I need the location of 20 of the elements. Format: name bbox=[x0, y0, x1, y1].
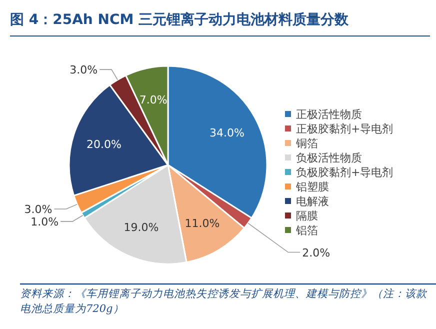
data-label: 11.0% bbox=[184, 216, 220, 230]
legend-label: 铜箔 bbox=[295, 137, 318, 150]
data-label: 20.0% bbox=[86, 138, 122, 152]
data-label: 19.0% bbox=[124, 220, 159, 234]
data-label: 7.0% bbox=[139, 93, 168, 106]
text: 资料来源：《车用锂离子动力电池热失控诱发与扩展机理、建模与防控》（注：该款电池总质量为720g） bbox=[20, 287, 428, 317]
legend-label: 负极胶黏剂+导电剂 bbox=[296, 166, 394, 179]
legend-label: 电解液 bbox=[296, 195, 329, 208]
legend-label: 负极活性物质 bbox=[296, 152, 362, 164]
legend-label: 正极活性物质 bbox=[296, 108, 362, 121]
data-label: 3.0% bbox=[70, 64, 98, 77]
data-label: 2.0% bbox=[302, 246, 330, 260]
legend-label: 铝箔 bbox=[295, 224, 318, 237]
data-label: 3.0% bbox=[24, 203, 52, 216]
chart-title: 图 4：25Ah NCM 三元锂离子动力电池材料质量分数 bbox=[10, 11, 350, 28]
legend-label: 隔膜 bbox=[296, 210, 318, 222]
legend-label: 铝塑膜 bbox=[295, 180, 329, 194]
data-label: 34.0% bbox=[210, 126, 244, 140]
data-label: 1.0% bbox=[30, 215, 59, 228]
legend-label: 正极胶黏剂+导电剂 bbox=[296, 122, 394, 136]
